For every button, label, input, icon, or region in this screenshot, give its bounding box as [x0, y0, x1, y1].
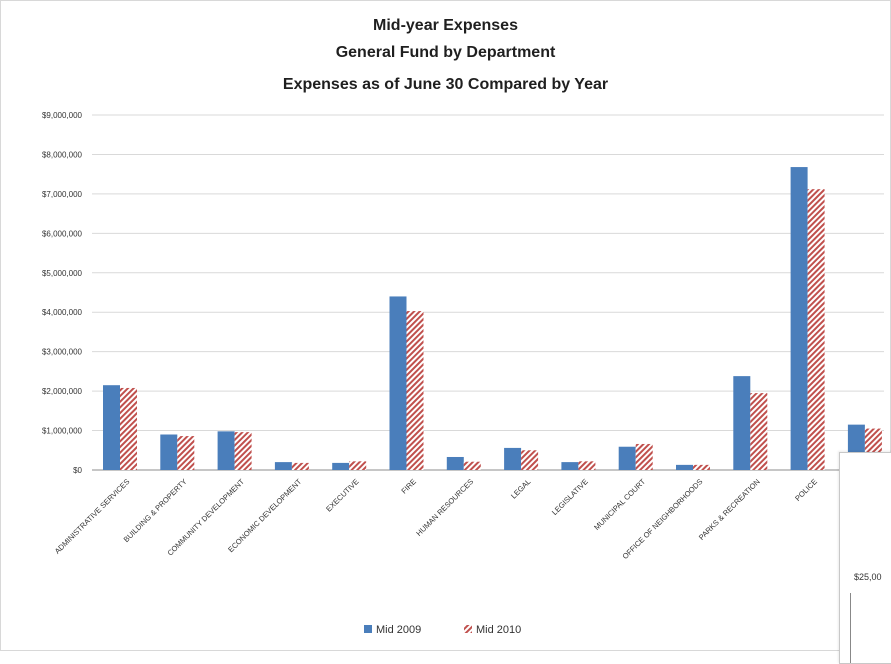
y-tick-label: $1,000,000 [42, 427, 83, 436]
bar-mid-2010 [635, 443, 653, 470]
bar-mid-2010 [349, 461, 367, 470]
x-category-label: HUMAN RESOURCES [414, 477, 475, 538]
x-category-label: LEGAL [509, 477, 532, 500]
y-tick-label: $8,000,000 [42, 150, 83, 159]
bar-mid-2009 [160, 434, 178, 470]
y-tick-label: $3,000,000 [42, 348, 83, 357]
bar-mid-2010 [521, 450, 539, 470]
x-category-label: POLICE [793, 477, 819, 503]
bar-mid-2009 [504, 447, 522, 470]
bar-mid-2009 [332, 462, 350, 470]
bar-mid-2009 [274, 462, 292, 470]
legend-label-mid-2010: Mid 2010 [476, 624, 521, 636]
y-tick-label: $9,000,000 [42, 111, 83, 120]
legend-swatch-mid-2010 [464, 625, 472, 633]
overlay-divider [850, 593, 851, 663]
chart-title-line-3: Expenses as of June 30 Compared by Year [282, 76, 609, 93]
y-tick-label: $6,000,000 [42, 229, 83, 238]
y-tick-label: $7,000,000 [42, 190, 83, 199]
legend-label-mid-2009: Mid 2009 [376, 624, 421, 636]
y-tick-label: $0 [73, 466, 82, 475]
bar-mid-2010 [807, 189, 825, 470]
y-tick-label: $2,000,000 [42, 387, 83, 396]
overlay-value-text: $25,00 [854, 572, 882, 582]
legend-swatch-mid-2009 [364, 625, 372, 633]
overlay-panel: $25,00 [839, 452, 891, 664]
y-tick-label: $5,000,000 [42, 269, 83, 278]
bar-mid-2010 [750, 393, 768, 470]
bar-mid-2010 [463, 461, 481, 470]
x-category-label: BUILDING & PROPERTY [122, 477, 189, 544]
x-category-label: LEGISLATIVE [550, 477, 590, 517]
bar-mid-2009 [561, 462, 579, 470]
y-tick-label: $4,000,000 [42, 308, 83, 317]
x-category-label: ADMINISTRATIVE SERVICES [53, 477, 132, 556]
bar-mid-2009 [618, 446, 636, 470]
bar-mid-2010 [291, 462, 309, 470]
x-category-label: FIRE [399, 477, 417, 495]
bar-mid-2010 [234, 432, 252, 470]
bar-mid-2009 [733, 376, 751, 470]
bar-mid-2009 [389, 296, 407, 470]
chart-title-line-2: General Fund by Department [335, 44, 556, 61]
x-category-label: EXECUTIVE [324, 477, 360, 513]
x-category-label: PARKS & RECREATION [697, 477, 762, 542]
bar-mid-2009 [217, 431, 235, 470]
bar-mid-2009 [790, 167, 808, 471]
chart-title-line-1: Mid-year Expenses [373, 17, 518, 34]
bar-mid-2010 [120, 387, 137, 470]
bar-mid-2010 [693, 464, 710, 470]
bar-mid-2010 [578, 461, 596, 470]
x-category-label: MUNICIPAL COURT [592, 477, 647, 532]
bar-mid-2010 [177, 436, 195, 470]
bar-mid-2010 [406, 311, 424, 470]
bar-mid-2009 [103, 385, 120, 470]
bar-mid-2009 [446, 456, 464, 470]
bar-mid-2009 [676, 464, 693, 470]
